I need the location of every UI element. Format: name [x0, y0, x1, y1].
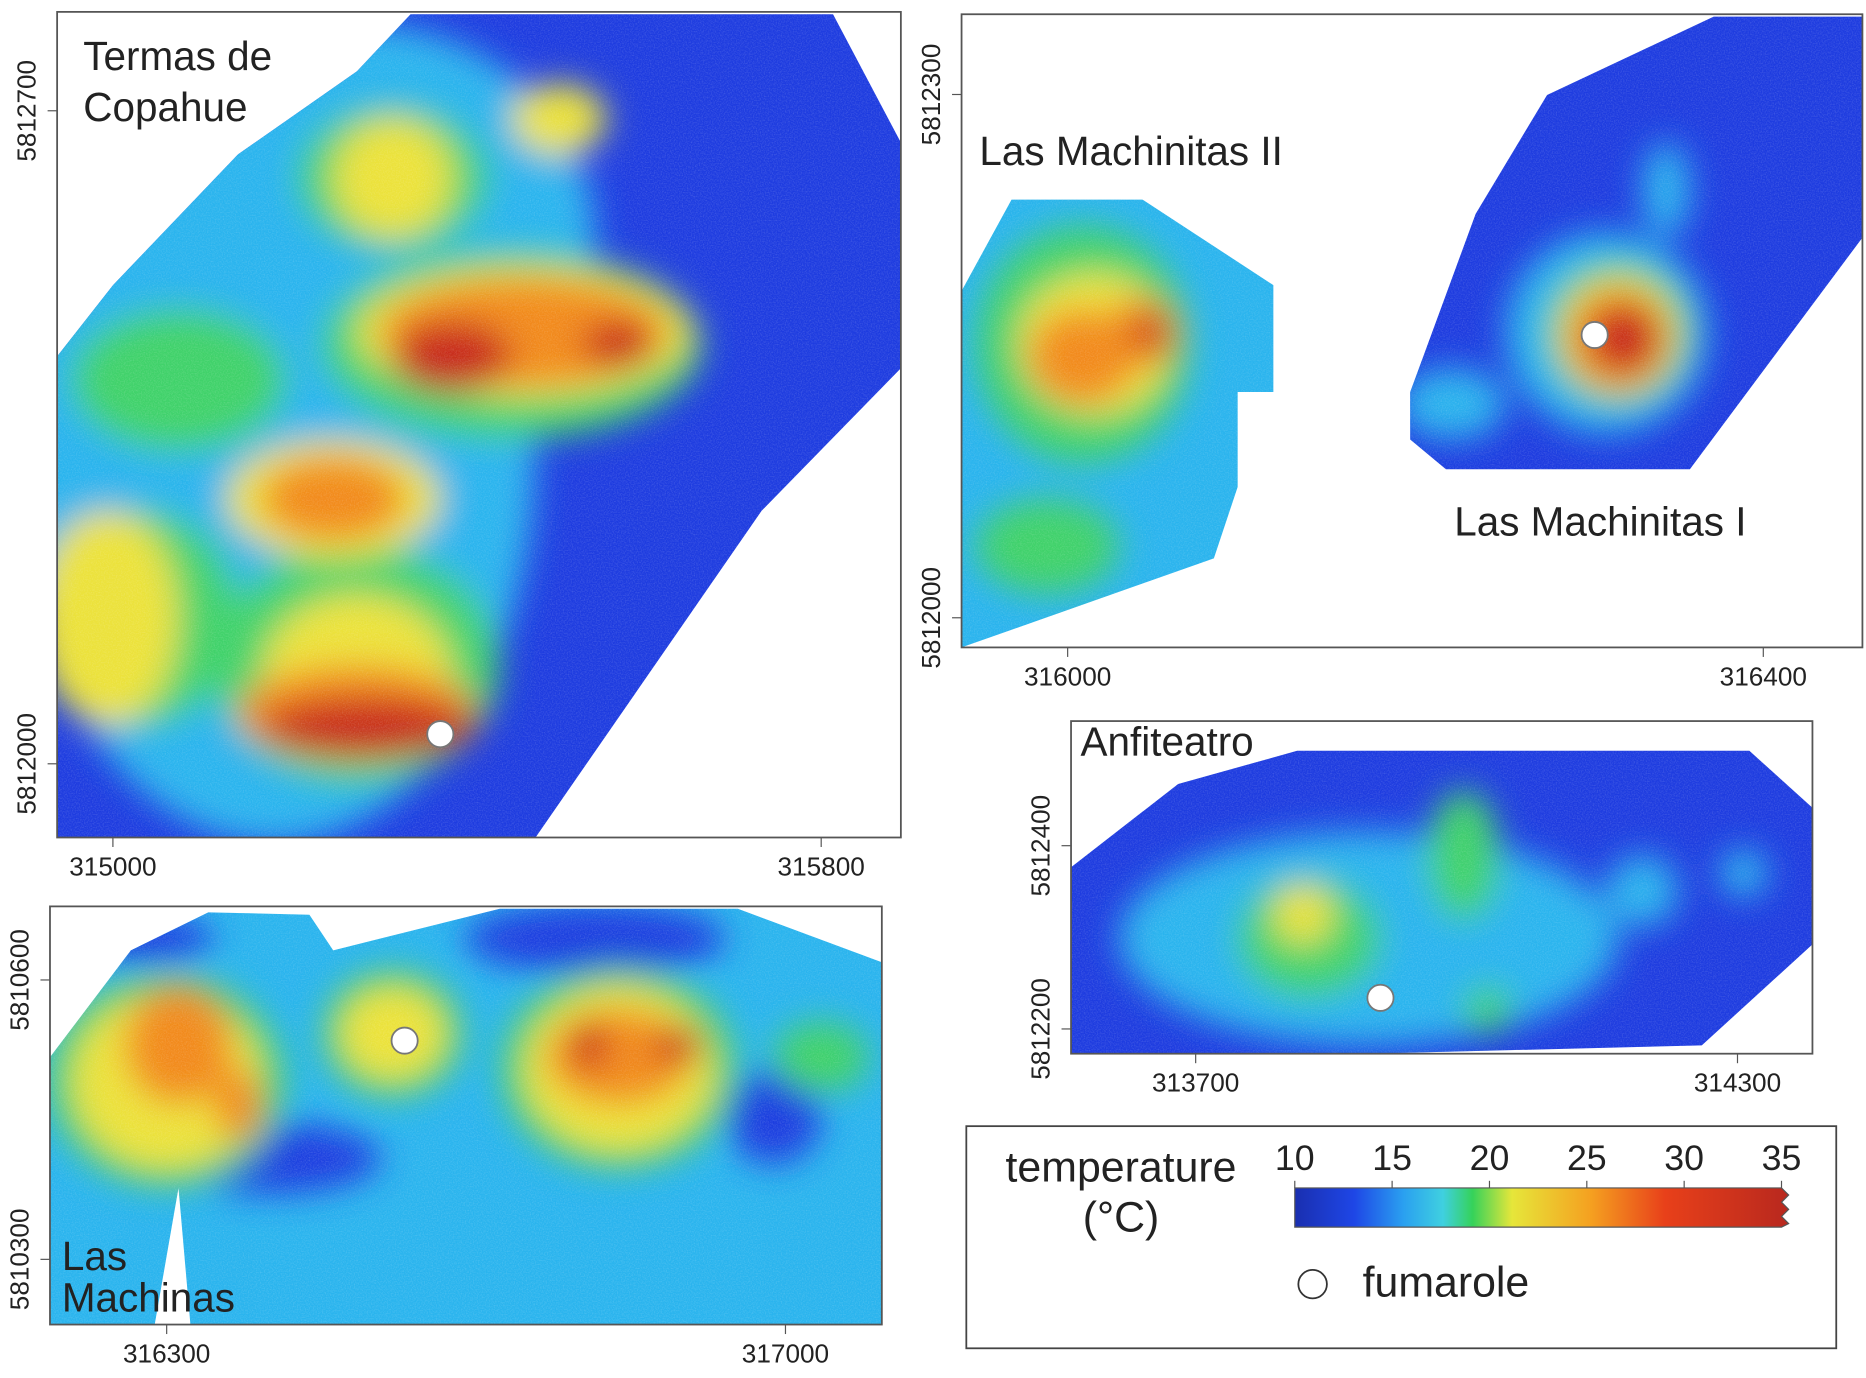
heat-layer: [12, 12, 901, 844]
fumarole: [392, 1028, 418, 1054]
y-tick-label: 5810600: [5, 929, 35, 1031]
y-tick-label: 5812300: [916, 44, 946, 146]
map-panel: Termas de Copahue 315000 315800 5812000 58127…: [12, 12, 901, 882]
x-tick-label: 316300: [123, 1339, 210, 1369]
y-tick-label: 5812700: [12, 60, 42, 162]
fumarole: [1367, 985, 1393, 1011]
page: {"panels": [ {"title": ["Termas de", "Co…: [0, 0, 1866, 1378]
panel-title: Las Machinitas II: [979, 128, 1282, 174]
heat-layer: [48, 903, 882, 1325]
figure: Termas de Copahue 315000 315800 5812000 58127…: [0, 0, 1866, 1378]
noise: [1071, 721, 1812, 1054]
y-tick-label: 5810300: [5, 1209, 35, 1311]
x-tick-label: 316400: [1720, 661, 1807, 691]
colorbar-tick-label: 15: [1372, 1138, 1412, 1178]
map-panel: Anfiteatro 313700 314300 5812200 5812400: [1026, 719, 1813, 1098]
colorbar-tick-label: 25: [1567, 1138, 1607, 1178]
colorbar-tick-label: 20: [1470, 1138, 1510, 1178]
noise: [50, 906, 882, 1324]
x-tick-label: 316000: [1024, 661, 1111, 691]
x-tick-label: 317000: [742, 1339, 829, 1369]
colorbar-tick-label: 10: [1275, 1138, 1315, 1178]
x-tick-label: 315000: [69, 852, 156, 882]
colorbar: [1295, 1188, 1789, 1227]
fumarole: [427, 721, 453, 747]
colorbar-tick-label: 35: [1762, 1138, 1802, 1178]
fumarole-label: fumarole: [1363, 1259, 1530, 1307]
panel-title: Las: [62, 1233, 127, 1279]
noise: [962, 14, 1863, 647]
panel-title: Las Machinitas I: [1454, 499, 1746, 545]
legend-title: (°C): [1083, 1193, 1160, 1241]
panel-title: Copahue: [83, 84, 247, 130]
panel-title: Machinas: [62, 1274, 235, 1320]
panel-title: Anfiteatro: [1081, 719, 1254, 765]
fumarole: [1582, 322, 1608, 348]
fumarole-symbol: [1298, 1270, 1327, 1299]
noise: [57, 12, 901, 838]
y-tick-label: 5812400: [1026, 795, 1056, 897]
x-tick-label: 313700: [1152, 1068, 1239, 1098]
legend-title: temperature: [1006, 1143, 1237, 1191]
heat-layer: [962, 14, 1863, 647]
legend: temperature(°C) 10 15 20 25 30 35 fumarole: [966, 1126, 1836, 1348]
y-tick-label: 5812000: [12, 713, 42, 815]
colorbar-tick-label: 30: [1664, 1138, 1704, 1178]
heat-layer: [1071, 721, 1812, 1054]
x-tick-label: 314300: [1694, 1068, 1781, 1098]
x-tick-label: 315800: [778, 852, 865, 882]
panel-title: Termas de: [83, 33, 272, 79]
map-panel: Las Machinitas II Las Machinitas I 316000 3…: [916, 14, 1862, 691]
y-tick-label: 5812200: [1026, 978, 1056, 1080]
y-tick-label: 5812000: [916, 567, 946, 669]
